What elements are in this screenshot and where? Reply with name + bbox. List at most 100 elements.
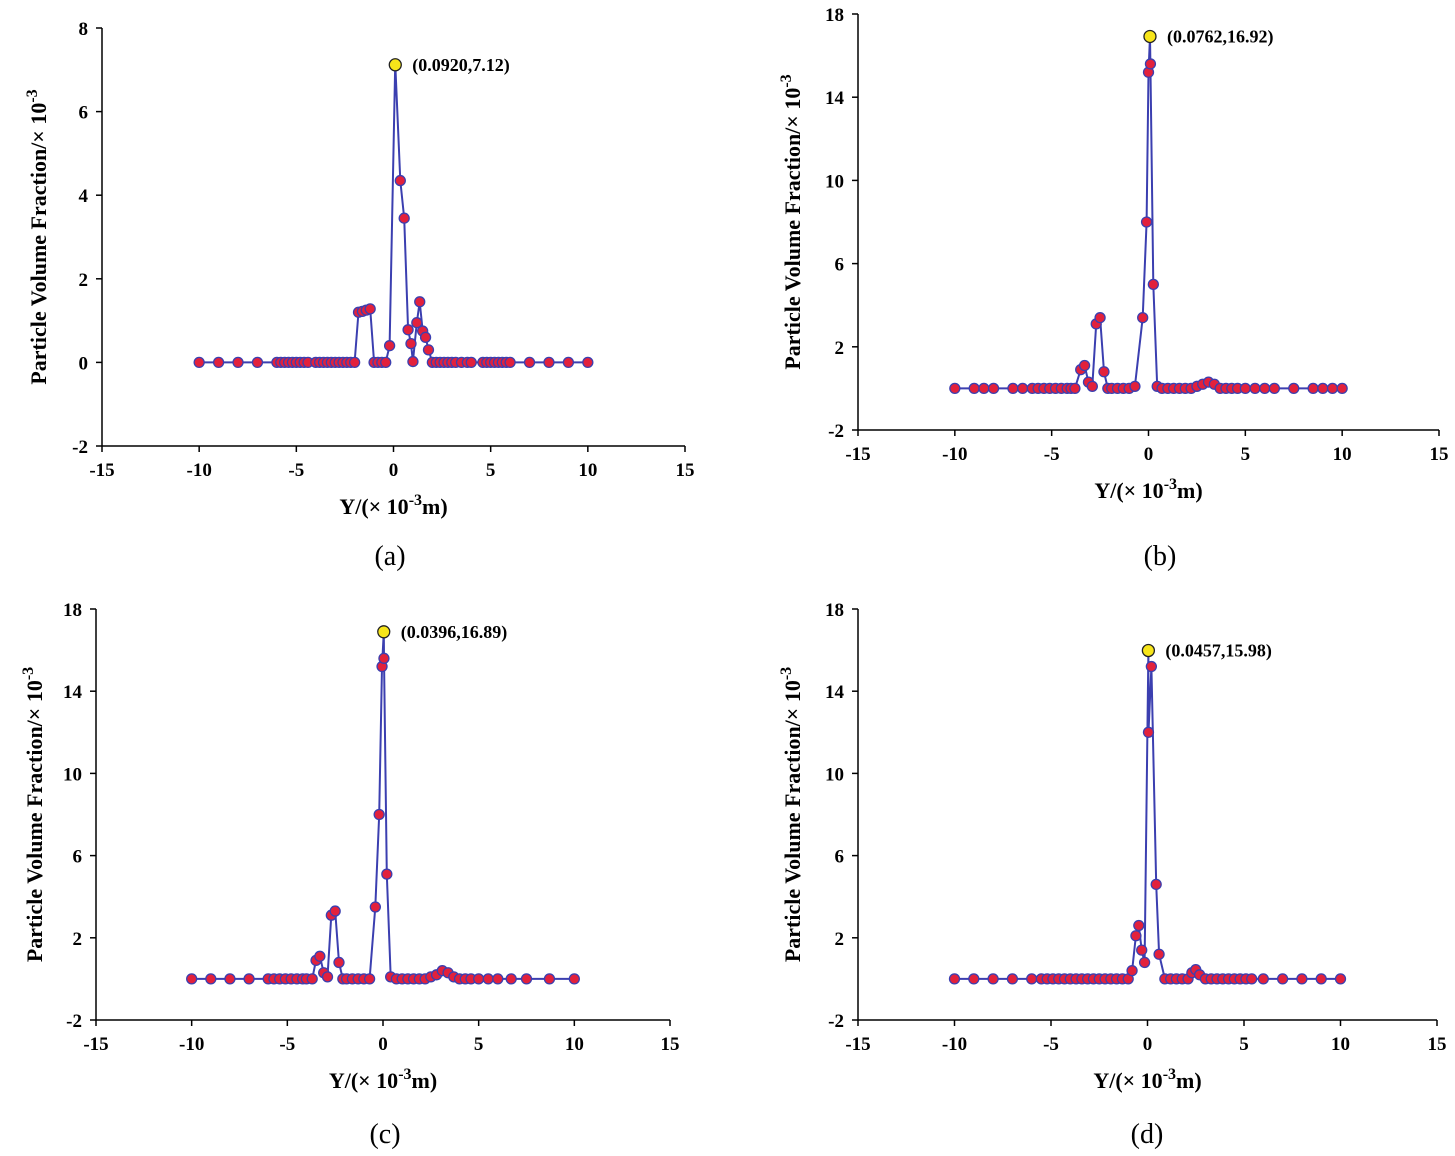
data-point: [407, 355, 419, 368]
y-tick-label: 6: [73, 847, 83, 868]
y-tick-label: 6: [835, 847, 845, 868]
data-point: [394, 174, 406, 187]
data-point: [398, 212, 410, 224]
y-tick-label: 0: [79, 353, 89, 374]
data-point: [543, 356, 555, 369]
x-tick-label: -10: [179, 1034, 204, 1055]
panel-c: -15 -10 -5 0 5 10 15 -2 2 6 10 14 18 Y/(× 10-3m) Parti…: [20, 600, 680, 1150]
y-axis-label-exponent: -3: [778, 74, 795, 87]
data-point: [333, 956, 345, 969]
x-tick-label: -10: [942, 1034, 967, 1055]
x-tick-label: 10: [1331, 1034, 1350, 1055]
data-point: [364, 303, 376, 315]
data-point: [968, 973, 980, 985]
data-point: [383, 340, 396, 352]
data-point: [1007, 382, 1019, 395]
x-axis-label: Y/(× 10-3m): [1093, 1066, 1201, 1093]
data-point: [1145, 660, 1158, 673]
data-point: [414, 296, 426, 308]
x-tick-label: -15: [845, 1034, 870, 1055]
panel-b: -15 -10 -5 0 5 10 15 -2 2 6 10 14 18 Y/(× 10-3m) Parti…: [778, 5, 1449, 572]
y-tick-label: -2: [72, 437, 88, 458]
y-axis-label: Particle Volume Fraction/× 10-3: [778, 667, 805, 962]
data-point: [968, 382, 980, 395]
y-tick-label: 18: [825, 600, 844, 621]
data-point: [482, 973, 494, 985]
data-point: [1130, 930, 1142, 942]
data-point: [380, 356, 392, 369]
x-tick-label: 5: [486, 460, 496, 481]
data-point: [1153, 948, 1165, 960]
data-point: [1016, 382, 1029, 395]
x-tick-label: 5: [474, 1034, 484, 1055]
data-point: [948, 973, 961, 985]
data-point: [251, 356, 264, 369]
y-tick-label: 2: [835, 338, 845, 359]
data-point: [978, 382, 990, 395]
data-point: [1239, 382, 1251, 395]
data-point: [205, 973, 217, 985]
x-axis-label-exponent: -3: [1164, 476, 1177, 493]
x-tick-label: 10: [1333, 444, 1352, 465]
data-point: [348, 356, 361, 369]
x-tick-label: 0: [389, 460, 399, 481]
data-point: [504, 356, 516, 369]
data-point: [1140, 216, 1153, 228]
x-tick-label: 0: [378, 1034, 388, 1055]
y-axis-label: Particle Volume Fraction/× 10-3: [24, 89, 51, 384]
peak-annotation: (0.0762,16.92): [1167, 26, 1274, 47]
x-axis-label-unit: m): [1176, 1068, 1202, 1093]
data-point: [568, 973, 580, 985]
data-point: [1142, 726, 1155, 738]
data-point: [1026, 973, 1038, 985]
data-point: [186, 973, 198, 985]
data-point: [562, 356, 575, 369]
data-point: [1006, 973, 1019, 985]
x-tick-label: 10: [578, 460, 597, 481]
data-point: [1138, 956, 1151, 969]
x-tick-label: -15: [83, 1034, 108, 1055]
x-tick-label: 5: [1241, 444, 1251, 465]
y-tick-label: -2: [66, 1011, 82, 1032]
peak-annotation: (0.0920,7.12): [412, 55, 510, 76]
y-axis-label: Particle Volume Fraction/× 10-3: [20, 667, 47, 962]
data-point: [523, 356, 536, 369]
data-point: [1288, 382, 1300, 395]
x-tick-label: -5: [279, 1034, 295, 1055]
data-point: [1078, 359, 1091, 372]
y-tick-label: 10: [63, 764, 82, 785]
data-point: [1249, 382, 1261, 395]
data-point: [1094, 312, 1106, 324]
y-tick-label: 18: [63, 600, 82, 621]
data-point: [505, 973, 517, 985]
data-point: [1276, 973, 1289, 985]
x-tick-label: 0: [1144, 444, 1154, 465]
x-tick-label: 0: [1143, 1034, 1153, 1055]
peak-annotation: (0.0396,16.89): [401, 622, 508, 643]
panel-caption: (d): [1131, 1119, 1164, 1150]
peak-point: [1143, 29, 1157, 44]
data-point: [520, 973, 533, 985]
data-point: [1296, 973, 1308, 985]
y-tick-label: 6: [835, 255, 845, 276]
data-point: [363, 973, 376, 985]
data-point: [1086, 380, 1098, 392]
y-tick-label: -2: [828, 421, 844, 442]
y-tick-label: 14: [825, 682, 845, 703]
y-tick-label: 8: [79, 19, 89, 40]
data-point: [373, 808, 385, 821]
x-tick-label: 15: [1428, 1034, 1447, 1055]
x-tick-label: -5: [288, 460, 304, 481]
peak-point: [1141, 643, 1156, 658]
data-point: [1137, 312, 1149, 324]
y-axis-label-exponent: -3: [24, 89, 41, 102]
x-tick-label: 5: [1239, 1034, 1249, 1055]
data-point: [419, 331, 432, 343]
panel-caption: (c): [369, 1119, 400, 1150]
data-point: [422, 344, 435, 356]
panel-d: -15 -10 -5 0 5 10 15 -2 2 6 10 14 18 Y/(× 10-3m) Parti…: [778, 600, 1447, 1150]
x-tick-label: 15: [661, 1034, 680, 1055]
data-point: [543, 973, 556, 985]
data-point: [1126, 965, 1138, 977]
